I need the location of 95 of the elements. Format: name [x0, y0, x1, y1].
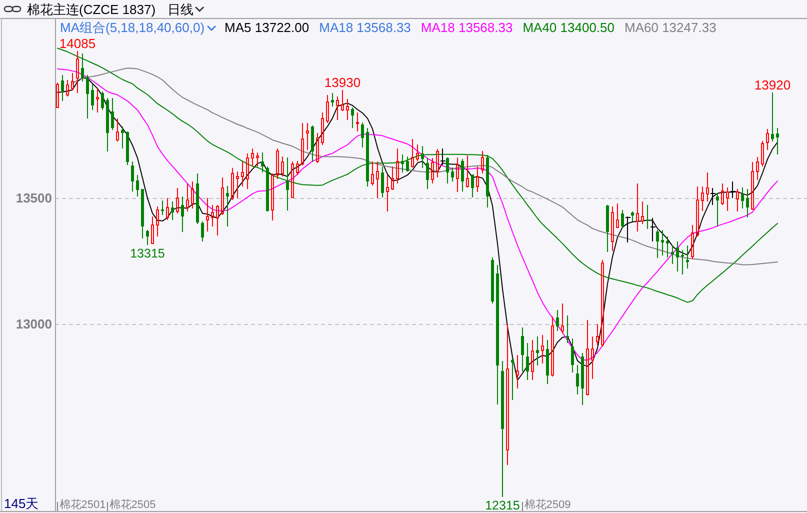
candlestick	[621, 209, 624, 228]
candlestick	[286, 157, 289, 212]
candlestick	[201, 221, 204, 242]
candlestick	[406, 156, 409, 172]
candlestick	[701, 186, 704, 212]
candlestick	[556, 309, 559, 332]
candlestick	[471, 174, 474, 198]
candlestick	[206, 198, 209, 232]
candlestick	[461, 158, 464, 192]
candlestick	[476, 166, 479, 193]
candlestick	[81, 52, 84, 82]
candlestick	[661, 229, 664, 256]
candlestick	[676, 241, 679, 272]
annotation: 12315	[485, 498, 520, 512]
candlestick	[251, 148, 254, 167]
candlestick	[96, 88, 99, 113]
x-tick-label: 棉花2505	[109, 498, 156, 511]
candlestick	[331, 92, 334, 107]
text: MA60 13247.33	[624, 20, 716, 35]
candlestick	[396, 148, 399, 184]
candlestick	[91, 82, 94, 110]
candlestick	[76, 50, 79, 94]
candlestick	[121, 126, 124, 149]
candlestick	[646, 204, 649, 230]
candlestick	[571, 338, 574, 373]
y-tick-label: 13500	[16, 190, 52, 206]
candlestick	[456, 157, 459, 193]
text: MA40 13400.50	[522, 20, 614, 35]
chart-subtitle: 日线	[168, 2, 194, 17]
candlestick	[656, 229, 659, 259]
candlestick	[381, 166, 384, 198]
candlestick	[136, 174, 139, 197]
x-tick-label: 棉花2509	[524, 498, 571, 511]
candlestick	[536, 336, 539, 366]
candlestick	[776, 128, 779, 155]
candlestick	[86, 74, 89, 119]
candlestick	[516, 354, 519, 389]
candlestick	[351, 106, 354, 129]
candlestick	[346, 98, 349, 120]
annotation: 13930	[324, 74, 361, 90]
x-tick-label: 棉花2501	[59, 498, 106, 511]
candlestick	[261, 152, 264, 173]
candlestick	[226, 185, 229, 228]
candlestick	[171, 200, 174, 220]
candlestick	[156, 206, 159, 238]
candlestick	[191, 181, 194, 209]
annotation: 13315	[130, 246, 165, 260]
candlestick	[446, 157, 449, 184]
legend-label: MA18 13568.33	[319, 20, 411, 35]
candlestick	[131, 161, 134, 192]
candlestick	[401, 154, 404, 173]
candlestick	[376, 161, 379, 199]
candlestick	[506, 324, 509, 466]
candlestick	[61, 74, 64, 102]
candlestick	[671, 245, 674, 265]
annotation: 13920	[754, 77, 791, 92]
candlestick	[716, 192, 719, 228]
candlestick	[356, 112, 359, 132]
text: 145天	[4, 496, 39, 511]
candlestick	[611, 206, 614, 252]
candlestick	[596, 324, 599, 346]
text: MA18 13568.33	[420, 20, 513, 35]
annotation: 14085	[59, 36, 96, 51]
candlestick	[541, 334, 544, 364]
y-tick-label: 13000	[16, 316, 52, 332]
candlestick	[361, 122, 364, 148]
candlestick	[181, 196, 184, 233]
candlestick	[101, 91, 104, 110]
chart-title: 棉花主连(CZCE 1837)	[27, 2, 156, 17]
candlestick	[236, 170, 239, 199]
candlestick	[241, 161, 244, 188]
candlestick	[451, 166, 454, 182]
candlestick	[771, 92, 774, 142]
candlestick	[386, 174, 389, 212]
candlestick	[631, 211, 634, 222]
candlestick	[521, 327, 524, 372]
candlestick	[741, 187, 744, 209]
candlestick	[576, 364, 579, 395]
candlestick	[511, 358, 514, 400]
candlestick	[111, 98, 114, 130]
candlestick	[636, 182, 639, 232]
candlestick	[706, 172, 709, 202]
legend-title: MA组合(5,18,18,40,60,0)	[60, 20, 205, 35]
candlestick	[161, 200, 164, 216]
candlestick	[426, 158, 429, 190]
candlestick	[531, 339, 534, 380]
candlestick	[591, 336, 594, 380]
text: MA5 13722.00	[224, 20, 310, 35]
candlestick	[421, 145, 424, 169]
candlestick	[746, 188, 749, 218]
candlestick	[146, 229, 149, 246]
candlestick	[666, 236, 669, 258]
candlestick	[526, 342, 529, 380]
candlestick	[211, 204, 214, 228]
candlestick	[306, 122, 309, 150]
